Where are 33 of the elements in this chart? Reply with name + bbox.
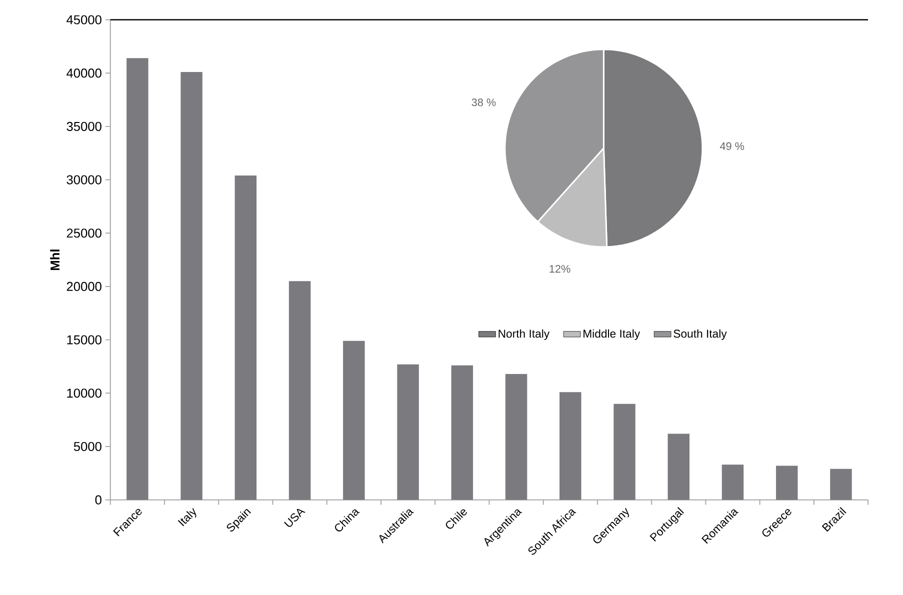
- legend-label: North Italy: [498, 330, 550, 340]
- bar: [722, 464, 744, 500]
- data-label: 12%: [550, 265, 570, 273]
- y-tick-label: 10000: [67, 388, 102, 398]
- bar: [343, 341, 365, 500]
- y-tick-label: 30000: [66, 175, 102, 184]
- y-tick-label: 5000: [74, 442, 102, 452]
- data-label: 38 %: [472, 98, 496, 106]
- bar: [288, 281, 311, 500]
- y-tick-label: 40000: [66, 68, 102, 78]
- bar: [180, 72, 202, 500]
- y-tick-label: 25000: [66, 228, 102, 238]
- legend-label: South Italy: [674, 330, 727, 340]
- bar: [560, 392, 582, 500]
- bar: [668, 434, 690, 500]
- y-tick-label: 35000: [66, 122, 102, 132]
- y-axis-title: Mhl: [50, 250, 60, 270]
- bar: [126, 58, 148, 500]
- bar: [397, 364, 419, 500]
- legend-label: Middle Italy: [584, 330, 640, 340]
- bar: [614, 404, 636, 500]
- x-tick-label: USA: [284, 508, 306, 528]
- y-tick-label: 20000: [66, 282, 102, 292]
- bar: [505, 374, 528, 500]
- bar: [776, 466, 798, 500]
- y-tick-label: 45000: [66, 15, 102, 24]
- y-tick-label: 15000: [67, 335, 102, 345]
- y-tick-label: 0: [95, 495, 102, 505]
- data-label: 49 %: [720, 142, 744, 150]
- bar: [451, 366, 474, 500]
- bar: [830, 469, 852, 500]
- x-tick-label: Italy: [178, 508, 196, 526]
- bar: [234, 176, 257, 500]
